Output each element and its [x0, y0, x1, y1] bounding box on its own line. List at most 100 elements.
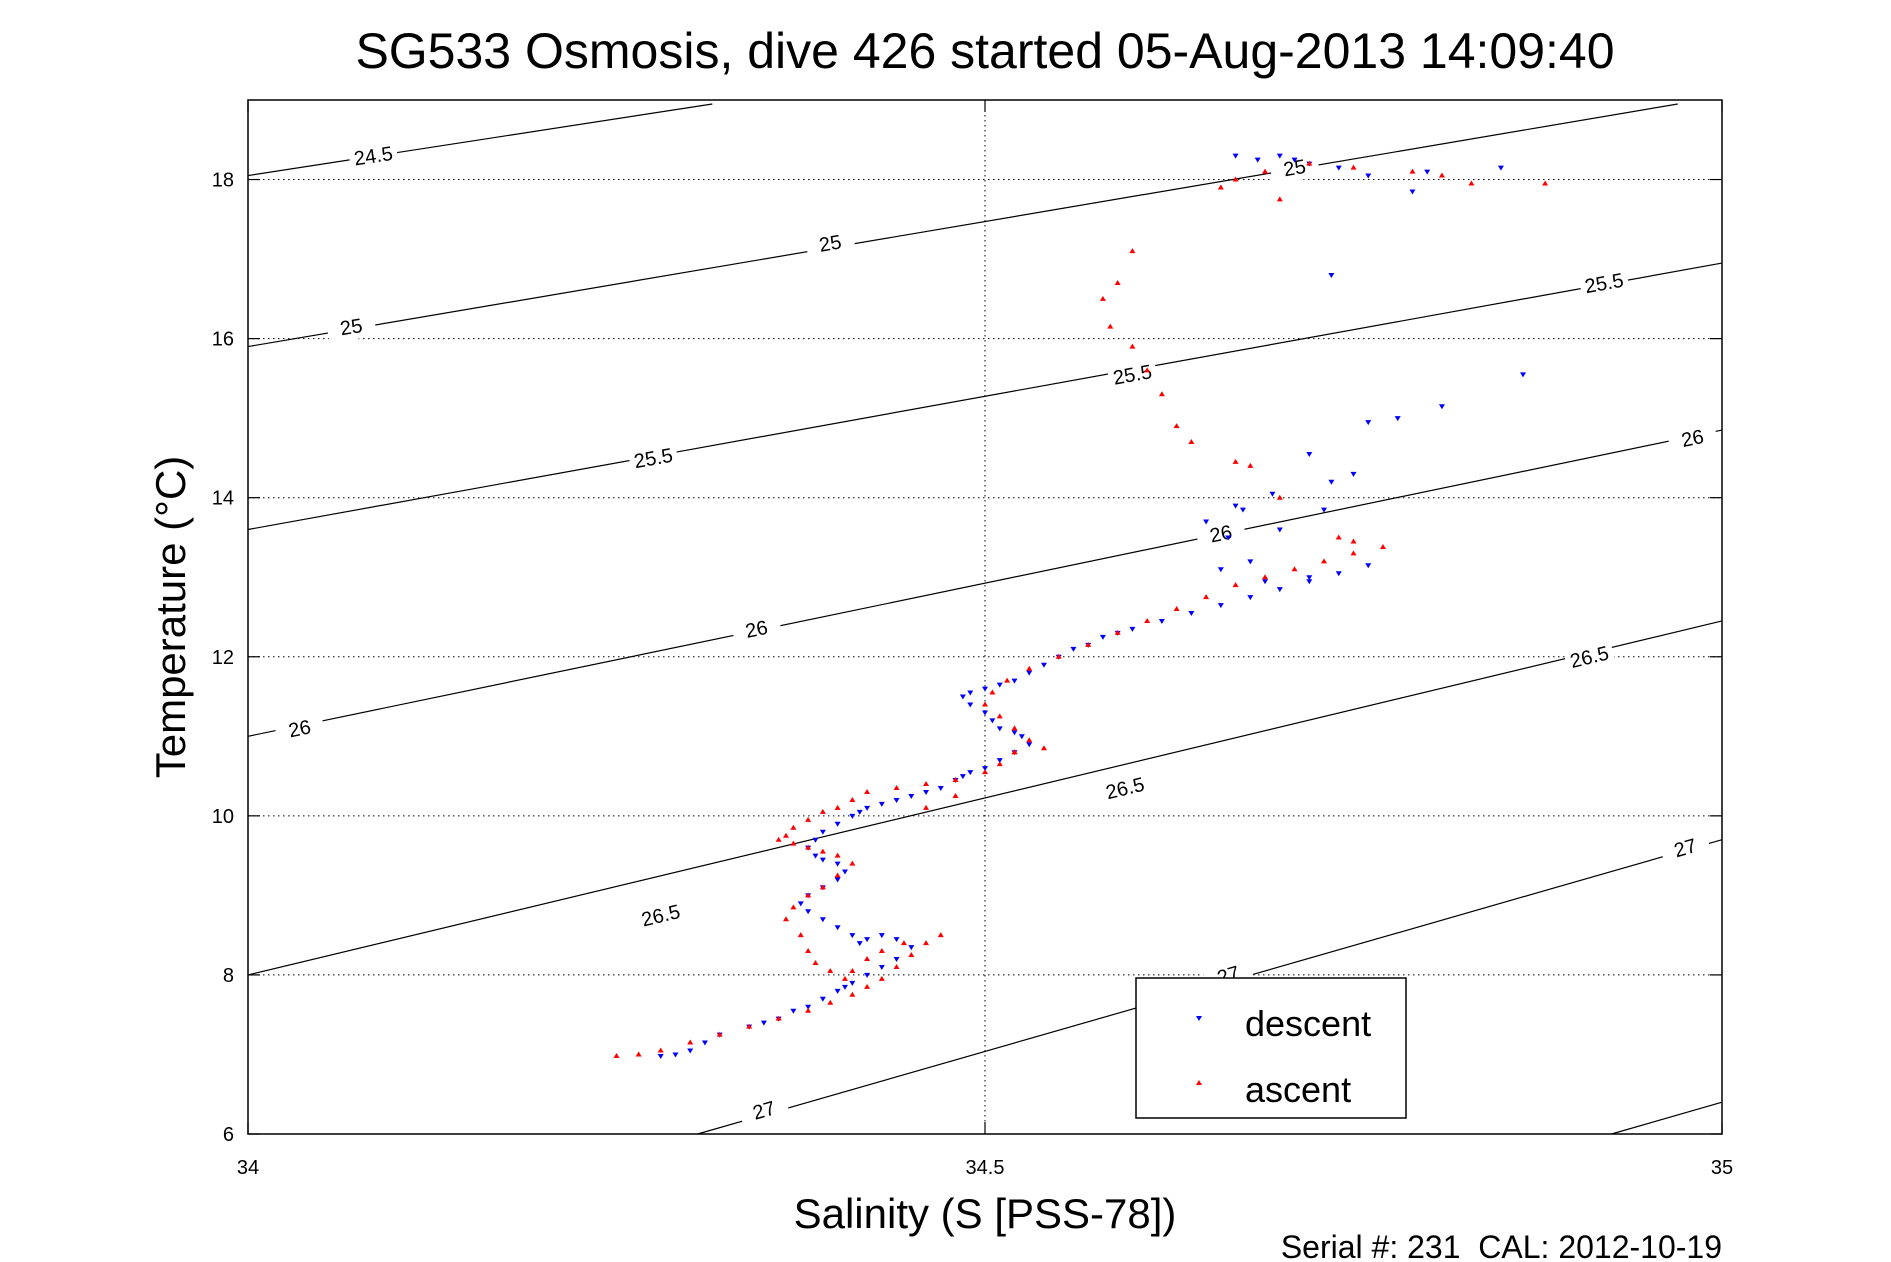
- ascent-point: [819, 884, 826, 890]
- descent-point: [1217, 603, 1224, 609]
- x-axis-label: Salinity (S [PSS-78]): [794, 1190, 1177, 1237]
- descent-point: [657, 1054, 664, 1060]
- ascent-point: [1335, 534, 1342, 540]
- descent-point: [849, 933, 856, 939]
- ascent-point: [864, 956, 871, 962]
- ascent-point: [775, 836, 782, 842]
- contour-label-gap: [325, 309, 378, 344]
- descent-point: [841, 869, 848, 875]
- density-contour-line: [247, 429, 1723, 737]
- descent-point: [1365, 563, 1372, 569]
- descent-point: [1394, 416, 1401, 422]
- descent-point: [819, 857, 826, 863]
- x-tick-label: 34: [237, 1157, 259, 1179]
- ascent-point: [878, 948, 885, 954]
- contour-label: 26: [287, 716, 313, 742]
- ascent-point: [1276, 196, 1283, 202]
- ascent-point: [1004, 677, 1011, 683]
- contour-label: 26: [1208, 521, 1234, 547]
- ascent-point: [1129, 343, 1136, 349]
- descent-point: [819, 996, 826, 1002]
- ascent-point: [1262, 168, 1269, 174]
- ascent-point: [937, 932, 944, 938]
- descent-point: [1011, 678, 1018, 684]
- contour-label: 25: [818, 231, 844, 256]
- ascent-point: [834, 872, 841, 878]
- axis-ticks: 34 34.5 35 6 8 10 12 14 16 18: [212, 100, 1733, 1179]
- ascent-point: [819, 808, 826, 814]
- descent-point: [1018, 734, 1025, 740]
- ascent-point: [923, 804, 930, 810]
- ascent-point: [635, 1051, 642, 1057]
- descent-point: [1026, 670, 1033, 676]
- descent-point: [967, 770, 974, 776]
- ascent-point: [893, 785, 900, 791]
- descent-point: [982, 686, 988, 692]
- contour-label-gap: [347, 139, 399, 173]
- descent-point: [1203, 519, 1210, 525]
- descent-point: [701, 1040, 708, 1046]
- ascent-point: [1276, 494, 1283, 500]
- ascent-point: [923, 940, 930, 946]
- ascent-point: [805, 948, 812, 954]
- ascent-point: [849, 991, 856, 997]
- descent-point: [790, 1008, 797, 1014]
- ascent-point: [790, 824, 797, 830]
- descent-point: [864, 937, 871, 943]
- ascent-point: [1144, 617, 1151, 623]
- ascent-point: [864, 788, 871, 794]
- ascent-point: [1468, 180, 1475, 186]
- ascent-point: [687, 1039, 694, 1045]
- ascent-point: [1011, 749, 1018, 755]
- descent-point: [937, 786, 944, 792]
- ascent-point: [746, 1023, 753, 1029]
- ascent-point: [982, 701, 988, 707]
- descent-point: [797, 901, 804, 907]
- descent-point: [1291, 157, 1298, 163]
- ascent-point: [834, 804, 841, 810]
- descent-point: [834, 988, 841, 994]
- ascent-point: [841, 975, 848, 981]
- descent-point: [923, 789, 930, 795]
- ascent-point: [834, 852, 841, 858]
- ascent-point: [996, 761, 1003, 767]
- density-contour-line: [1611, 1101, 1723, 1135]
- grid-lines: [248, 100, 1722, 1134]
- legend-descent-label: descent: [1245, 1003, 1371, 1044]
- descent-point: [1026, 742, 1033, 748]
- y-tick-label: 12: [212, 647, 234, 669]
- descent-point: [864, 972, 871, 978]
- ascent-point: [657, 1047, 664, 1053]
- descent-point: [967, 702, 974, 708]
- ascent-point: [1011, 725, 1018, 731]
- descent-point: [1520, 372, 1527, 378]
- ascent-point: [1232, 458, 1239, 464]
- ascent-point: [805, 816, 812, 822]
- descent-point: [1247, 559, 1254, 565]
- ascent-point: [1173, 606, 1180, 612]
- descent-point: [856, 809, 863, 815]
- ascent-point: [849, 967, 856, 973]
- descent-point: [864, 805, 871, 811]
- ascent-point: [1040, 745, 1047, 751]
- descent-point: [893, 937, 900, 943]
- ascent-point: [900, 940, 907, 946]
- contour-label-gap: [1578, 265, 1631, 301]
- ascent-point: [1085, 641, 1092, 647]
- descent-point: [1335, 571, 1342, 577]
- density-contour-line: [247, 103, 1678, 348]
- descent-point: [1070, 646, 1077, 652]
- ascent-point: [1232, 582, 1239, 588]
- ascent-point: [797, 932, 804, 938]
- ascent-point: [1055, 653, 1062, 659]
- ascent-point: [996, 713, 1003, 719]
- descent-point: [812, 853, 819, 859]
- descent-point: [893, 957, 900, 963]
- y-tick-label: 16: [212, 329, 234, 351]
- y-axis-label: Temperature (°C): [147, 456, 194, 779]
- y-tick-label: 18: [212, 170, 234, 192]
- ascent-point: [783, 832, 790, 838]
- descent-point: [1225, 535, 1232, 541]
- descent-point: [1321, 507, 1328, 513]
